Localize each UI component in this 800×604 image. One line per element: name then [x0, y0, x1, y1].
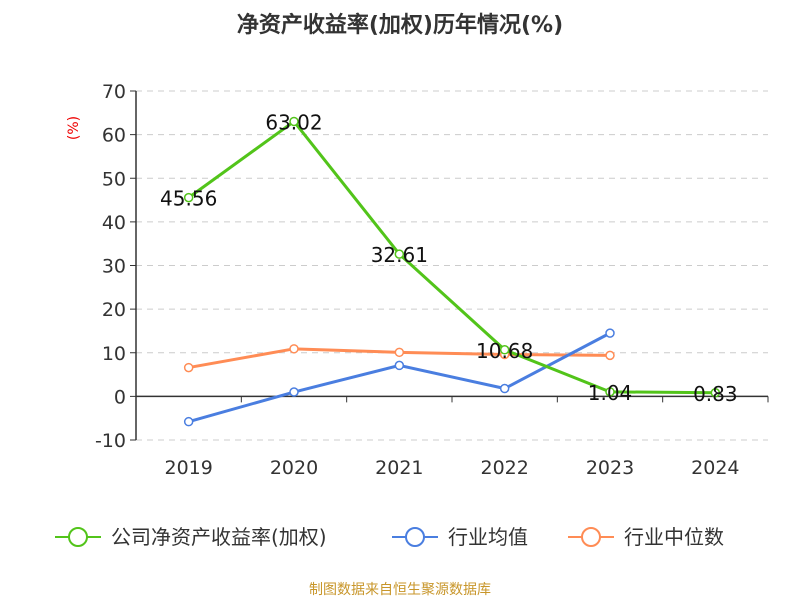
y-tick-label: 40: [102, 212, 126, 234]
data-point: [605, 350, 615, 361]
data-point: [605, 387, 615, 397]
data-point: [710, 388, 721, 398]
chart-title: 净资产收益率(加权)历年情况(%): [237, 12, 563, 38]
data-point: [183, 416, 194, 427]
y-tick-label: 0: [114, 386, 126, 408]
y-tick-label: -10: [95, 430, 126, 452]
y-tick-label: 60: [102, 125, 126, 147]
data-point: [605, 328, 615, 338]
y-axis-label: (%): [66, 116, 82, 140]
data-label: 63.02: [265, 110, 322, 134]
data-point: [183, 192, 194, 203]
y-tick-label: 20: [102, 299, 126, 321]
legend-label: 行业均值: [448, 525, 528, 549]
series-line: [188, 331, 611, 424]
x-tick-label: 2024: [691, 457, 739, 479]
x-tick-label: 2023: [586, 457, 634, 479]
data-point: [499, 345, 510, 355]
legend-marker-icon: [68, 527, 88, 547]
y-tick-label: 10: [102, 343, 126, 365]
data-point: [183, 362, 194, 373]
data-label: 0.83: [693, 382, 738, 406]
y-tick-label: 30: [102, 256, 126, 278]
series-line: [187, 119, 716, 395]
x-tick-label: 2021: [375, 457, 423, 479]
data-point: [394, 347, 405, 358]
data-point: [499, 383, 510, 394]
x-tick-label: 2022: [480, 457, 528, 479]
legend-label: 公司净资产收益率(加权): [111, 525, 327, 549]
x-tick-label: 2020: [270, 457, 318, 479]
legend-marker-icon: [405, 527, 425, 547]
x-tick-label: 2019: [164, 457, 212, 479]
data-point: [394, 249, 405, 259]
legend-label: 行业中位数: [624, 525, 724, 549]
data-point: [289, 116, 299, 127]
data-label: 10.68: [476, 339, 533, 363]
data-point: [394, 360, 405, 371]
data-label: 45.56: [160, 187, 217, 211]
legend-marker-icon: [581, 527, 601, 547]
data-point: [289, 344, 299, 354]
footer-source: 制图数据来自恒生聚源数据库: [309, 582, 491, 598]
y-tick-label: 70: [102, 81, 126, 103]
data-point: [289, 387, 299, 397]
y-tick-label: 50: [102, 168, 126, 190]
data-label: 32.61: [371, 243, 428, 267]
data-label: 1.04: [588, 381, 633, 405]
